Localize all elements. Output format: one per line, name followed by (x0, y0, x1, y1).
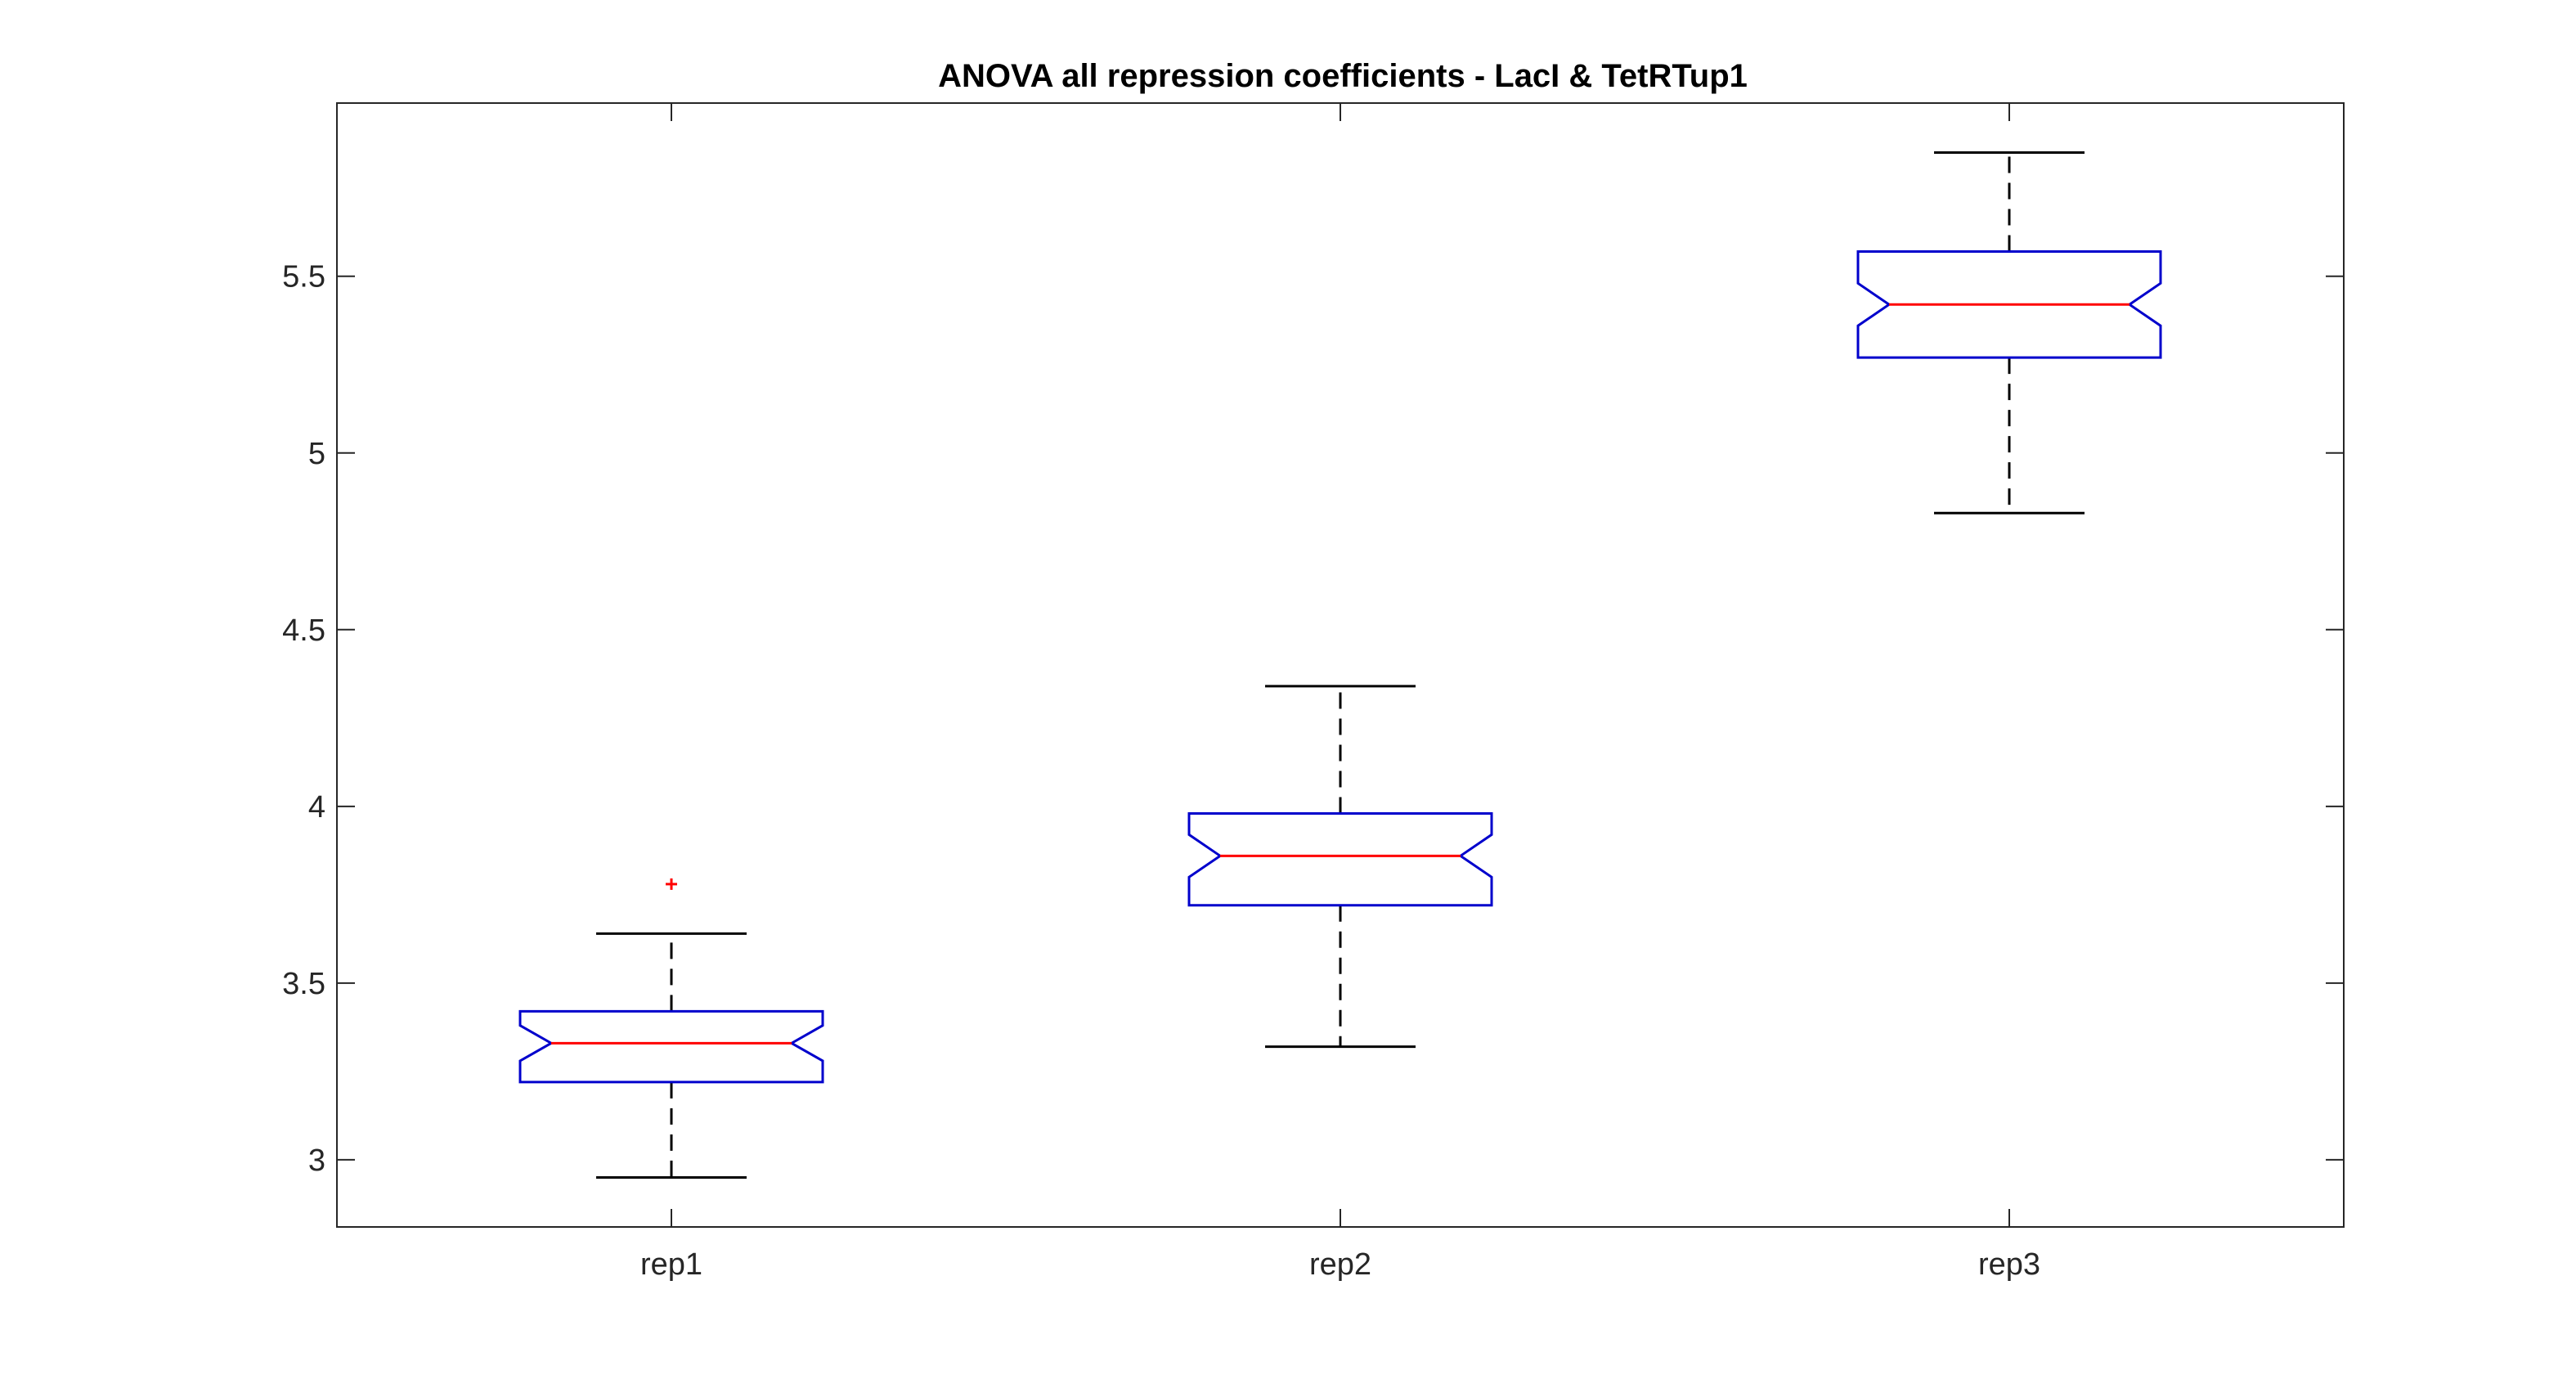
notched-box (518, 1009, 824, 1084)
notched-box (1187, 811, 1493, 907)
chart-title: ANOVA all repression coefficients - LacI… (938, 58, 1748, 94)
x-tick-label: rep3 (1978, 1247, 2040, 1282)
y-tick-label: 4.5 (282, 613, 325, 648)
y-tick-label: 5 (308, 437, 325, 471)
axes-frame (336, 102, 2345, 1228)
y-tick-label: 3 (308, 1144, 325, 1178)
y-tick-label: 5.5 (282, 260, 325, 294)
x-tick-label: rep2 (1309, 1247, 1371, 1282)
outlier-marker (666, 878, 677, 890)
y-tick-label: 3.5 (282, 967, 325, 1001)
notched-box (1856, 249, 2162, 359)
y-tick-label: 4 (308, 790, 325, 825)
x-tick-label: rep1 (640, 1247, 702, 1282)
plot-area: 3 3.5 4 4.5 5 5.5 rep1 rep2 rep3 (282, 102, 2345, 1282)
